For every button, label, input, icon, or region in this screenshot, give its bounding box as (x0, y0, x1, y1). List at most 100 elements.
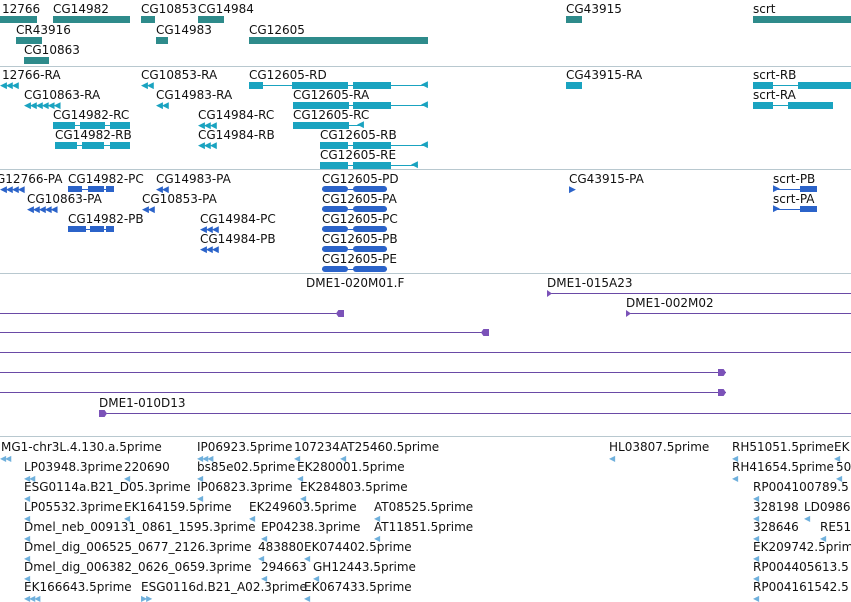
est-glyph[interactable]: ◀ (24, 574, 30, 583)
clone-glyph[interactable] (0, 332, 489, 333)
protein-glyph[interactable]: ◀◀◀ (200, 225, 219, 235)
est-label: HL03807.5prime (609, 440, 710, 454)
gene-glyph[interactable] (566, 16, 582, 23)
transcript-glyph[interactable]: ◀◀◀ (0, 81, 19, 91)
est-glyph[interactable]: ◀ (753, 534, 759, 543)
clone-glyph[interactable] (99, 413, 851, 414)
exon (353, 206, 387, 212)
est-glyph[interactable]: ◀ (261, 574, 267, 583)
exon (322, 266, 348, 272)
est-glyph[interactable]: ◀ (304, 554, 310, 563)
exon (753, 82, 773, 89)
gene-label: CG14982 (53, 2, 109, 16)
rna-transcript-track: 12766-RA ◀◀◀ CG10853-RA ◀◀ CG12605-RD ◀ … (0, 67, 851, 169)
protein-label: CG14983-PA (156, 172, 231, 186)
clone-track: DME1-020M01.F DME1-015A23 DME1-002M02 DM… (0, 274, 851, 436)
est-glyph[interactable]: ◀ (732, 454, 738, 463)
est-glyph[interactable]: ◀ (340, 454, 346, 463)
clone-glyph[interactable] (0, 372, 726, 373)
est-label: RP004100789.5 (753, 480, 849, 494)
transcript-glyph[interactable]: ◀◀◀◀◀◀ (24, 101, 61, 111)
track-separator (0, 436, 851, 437)
est-glyph[interactable]: ◀ (834, 454, 840, 463)
exon (788, 102, 833, 109)
est-glyph[interactable]: ◀ (300, 494, 306, 503)
est-glyph[interactable]: ◀◀ (0, 454, 11, 463)
transcript-glyph[interactable]: ◀◀ (141, 81, 154, 91)
strand-arrow: ▶ (773, 204, 780, 214)
transcript-glyph[interactable]: ◀◀◀ (198, 121, 217, 131)
gene-glyph[interactable] (24, 57, 49, 64)
est-label: EK284803.5prime (300, 480, 408, 494)
est-glyph[interactable]: ◀ (753, 594, 759, 602)
protein-glyph[interactable] (773, 209, 817, 210)
clone-glyph[interactable] (626, 313, 851, 314)
protein-glyph[interactable]: ◀◀◀◀ (0, 185, 25, 195)
est-glyph[interactable]: ◀ (24, 494, 30, 503)
protein-label: CG12605-PB (322, 232, 398, 246)
est-glyph[interactable]: ◀ (261, 534, 267, 543)
protein-glyph[interactable]: ▶ (569, 185, 576, 195)
est-glyph[interactable]: ◀ (753, 514, 759, 523)
est-label: MG1-chr3L.4.130.a.5prime (1, 440, 162, 454)
track-separator (0, 66, 851, 67)
protein-glyph[interactable] (773, 189, 817, 190)
est-glyph[interactable]: ◀ (24, 554, 30, 563)
est-glyph[interactable]: ◀ (753, 494, 759, 503)
gene-glyph[interactable] (156, 37, 168, 44)
clone-glyph[interactable] (547, 293, 851, 294)
est-glyph[interactable]: ◀ (124, 474, 130, 483)
est-glyph[interactable]: ◀ (197, 494, 203, 503)
est-glyph[interactable]: ◀ (374, 514, 380, 523)
est-glyph[interactable]: ◀ (313, 574, 319, 583)
transcript-label: CG12605-RD (249, 68, 327, 82)
transcript-glyph[interactable]: ◀◀ (156, 101, 169, 111)
transcript-glyph[interactable]: ◀◀◀ (198, 141, 217, 151)
clone-glyph[interactable] (0, 392, 726, 393)
gene-glyph[interactable] (753, 16, 851, 23)
exon (353, 102, 391, 109)
est-glyph[interactable]: ◀ (297, 474, 303, 483)
gene-glyph[interactable] (16, 37, 42, 44)
est-glyph[interactable]: ◀ (258, 554, 264, 563)
protein-glyph[interactable]: ◀◀◀◀◀ (27, 205, 58, 215)
est-glyph[interactable]: ◀ (294, 454, 300, 463)
clone-glyph[interactable] (0, 352, 851, 353)
est-glyph[interactable]: ▶▶ (141, 594, 152, 602)
gene-glyph[interactable] (249, 37, 428, 44)
gene-glyph[interactable] (141, 16, 155, 23)
gene-glyph[interactable] (198, 16, 224, 23)
exon (110, 122, 130, 129)
est-glyph[interactable]: ◀ (24, 534, 30, 543)
gene-glyph[interactable] (0, 16, 37, 23)
exon (90, 226, 104, 232)
est-glyph[interactable]: ◀◀◀ (24, 594, 41, 602)
clone-glyph[interactable] (0, 313, 344, 314)
est-glyph[interactable]: ◀ (249, 514, 255, 523)
est-glyph[interactable]: ◀ (124, 514, 130, 523)
strand-arrow: ◀ (421, 100, 428, 110)
est-label: LP03948.3prime (24, 460, 123, 474)
est-glyph[interactable]: ◀ (304, 594, 310, 602)
est-glyph[interactable]: ◀ (374, 534, 380, 543)
exon (353, 142, 391, 149)
est-glyph[interactable]: ◀ (609, 454, 615, 463)
exon (322, 246, 348, 252)
est-glyph[interactable]: ◀ (804, 514, 810, 523)
protein-glyph[interactable]: ◀◀◀ (200, 245, 219, 255)
protein-glyph[interactable]: ◀◀ (156, 185, 169, 195)
est-glyph[interactable]: ◀ (732, 474, 738, 483)
est-glyph[interactable]: ◀ (753, 574, 759, 583)
est-label: RH51051.5prime (732, 440, 834, 454)
est-label: 328646 (753, 520, 799, 534)
gene-glyph[interactable] (53, 16, 130, 23)
est-glyph[interactable]: ◀◀◀ (197, 454, 214, 463)
est-glyph[interactable]: ◀ (820, 534, 826, 543)
protein-glyph[interactable]: ◀◀ (142, 205, 155, 215)
transcript-glyph[interactable] (566, 82, 582, 89)
est-glyph[interactable]: ◀ (753, 554, 759, 563)
est-glyph[interactable]: ◀ (836, 474, 842, 483)
est-glyph[interactable]: ◀◀ (24, 474, 35, 483)
est-glyph[interactable]: ◀ (197, 474, 203, 483)
est-glyph[interactable]: ◀ (24, 514, 30, 523)
